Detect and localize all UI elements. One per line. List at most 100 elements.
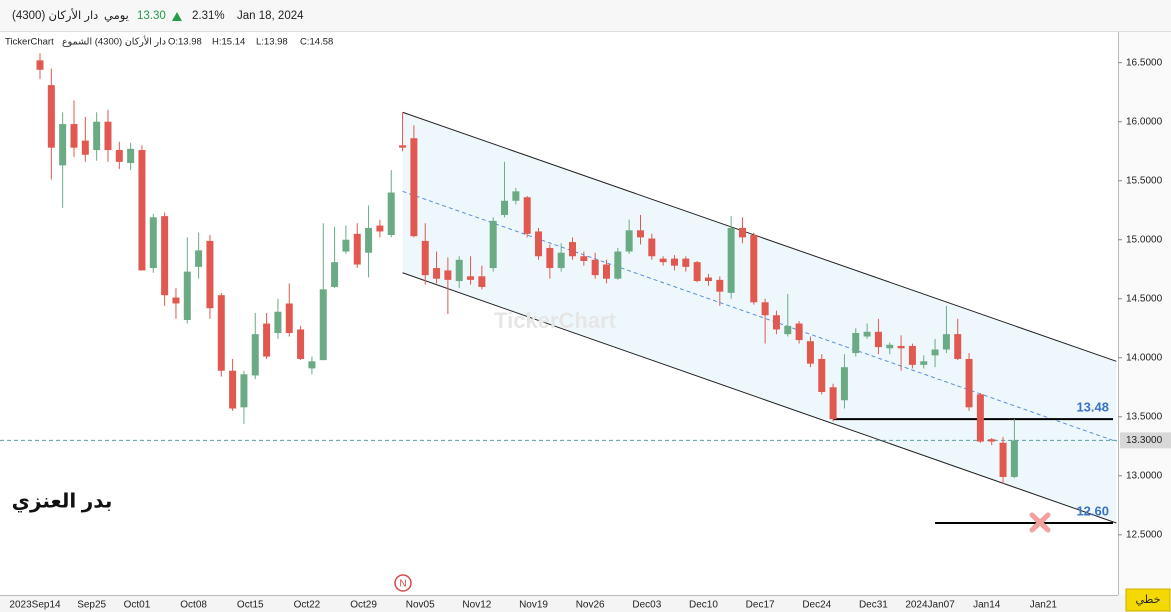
x-tick-label: Nov26 <box>576 600 605 611</box>
candle-body <box>591 259 599 276</box>
level-label: 13.48 <box>1076 400 1109 415</box>
candle-body <box>478 276 486 287</box>
last-price-box <box>1120 432 1171 449</box>
candle-body <box>251 334 259 376</box>
last-price-label: 13.3000 <box>1126 435 1163 446</box>
candle-body <box>217 295 225 371</box>
x-tick-label: Dec24 <box>802 600 831 611</box>
y-tick-label: 14.0000 <box>1126 352 1163 363</box>
symbol: دار الأركان (4300) <box>12 8 98 23</box>
y-tick-label: 16.0000 <box>1126 116 1163 127</box>
candle-body <box>682 258 690 267</box>
candle-body <box>988 439 996 442</box>
candle-body <box>59 124 67 166</box>
candle-body <box>263 323 271 357</box>
candle-body <box>954 334 962 359</box>
candle-body <box>376 225 384 232</box>
candle-body <box>738 227 746 238</box>
x-tick-label: Oct08 <box>180 600 207 611</box>
candle-body <box>716 279 724 292</box>
line-button-label[interactable]: خطي <box>1136 594 1161 606</box>
candle-body <box>886 344 894 349</box>
candle-body <box>489 220 497 269</box>
change: 2.31% <box>192 10 225 22</box>
candle-body <box>410 138 418 237</box>
channel-lower <box>402 272 1117 524</box>
candle-body <box>297 329 305 359</box>
y-axis-panel <box>1118 32 1171 595</box>
candle-body <box>795 323 803 341</box>
candle-body <box>455 259 463 282</box>
candle-body <box>818 358 826 392</box>
x-tick-label: Dec17 <box>746 600 775 611</box>
channel-upper <box>402 111 1117 362</box>
line-button[interactable] <box>1125 588 1171 612</box>
author: بدر العنزي <box>12 490 113 513</box>
y-tick-label: 13.5000 <box>1126 411 1163 422</box>
x-tick-label: Jan21 <box>1030 600 1058 611</box>
candle-body <box>149 217 157 269</box>
legend-source: TickerChart <box>5 37 54 48</box>
y-tick-label: 15.0000 <box>1126 234 1163 245</box>
layers: 12.5000 13.0000 13.5000 14.0000 14.5000 15.00… <box>0 53 1171 611</box>
candle-body <box>172 297 180 304</box>
candle-body <box>806 341 814 364</box>
candle-body <box>195 250 203 267</box>
candle-body <box>512 191 520 201</box>
x-tick-label: Nov05 <box>406 600 435 611</box>
y-tick-label: 12.5000 <box>1126 529 1163 540</box>
x-tick-label: Dec10 <box>689 600 718 611</box>
candle-body <box>285 303 293 333</box>
x-tick-label: 2023Sep14 <box>9 600 61 611</box>
x-tick-label: Dec03 <box>632 600 661 611</box>
x-tick-label: Sep25 <box>77 600 106 611</box>
candle-body <box>319 289 327 361</box>
ohlc-label: H:15.14 <box>212 37 245 48</box>
candle-body <box>863 331 871 337</box>
candle-body <box>761 302 769 316</box>
level-label: 12.60 <box>1076 503 1109 518</box>
x-tick-label: Nov12 <box>462 600 491 611</box>
news-icon[interactable] <box>394 574 412 592</box>
cross <box>1029 512 1051 533</box>
candle-body <box>70 124 78 148</box>
x-tick-label: Dec31 <box>859 600 888 611</box>
candle-body <box>501 200 509 215</box>
candle-body <box>659 258 667 263</box>
watermark: TickerChart <box>494 308 617 333</box>
candle-body <box>840 367 848 401</box>
candle-body <box>965 358 973 408</box>
candle-body <box>183 271 191 320</box>
x-tick-label: Nov19 <box>519 600 548 611</box>
ohlc-label: O:13.98 <box>168 37 202 48</box>
candle-body <box>727 227 735 293</box>
x-tick-label: Oct22 <box>294 600 321 611</box>
candle-body <box>81 140 89 155</box>
candle-body <box>127 148 135 164</box>
candle-body <box>535 231 543 257</box>
candle-body <box>274 311 282 333</box>
candle-body <box>908 345 916 365</box>
x-tick-label: Oct01 <box>124 600 151 611</box>
candle-body <box>614 251 622 279</box>
candle-body <box>625 230 633 252</box>
x-tick-label: Oct29 <box>350 600 377 611</box>
candle-body <box>104 121 112 151</box>
candle-body <box>693 262 701 282</box>
candle-body <box>444 270 452 280</box>
up-arrow <box>172 12 182 21</box>
candle-body <box>942 334 950 350</box>
candle-body <box>546 247 554 269</box>
candle-body <box>1010 440 1018 477</box>
candle-body <box>670 258 678 266</box>
x-tick-label: 2024Jan07 <box>905 600 955 611</box>
candle-body <box>138 150 146 271</box>
x-axis-panel <box>0 595 1171 612</box>
candle-body <box>603 264 610 279</box>
candle-body <box>920 361 928 365</box>
candle-body <box>523 197 531 234</box>
channel-fill <box>402 112 1117 524</box>
y-tick-label: 13.0000 <box>1126 470 1163 481</box>
candle-body <box>580 256 588 261</box>
